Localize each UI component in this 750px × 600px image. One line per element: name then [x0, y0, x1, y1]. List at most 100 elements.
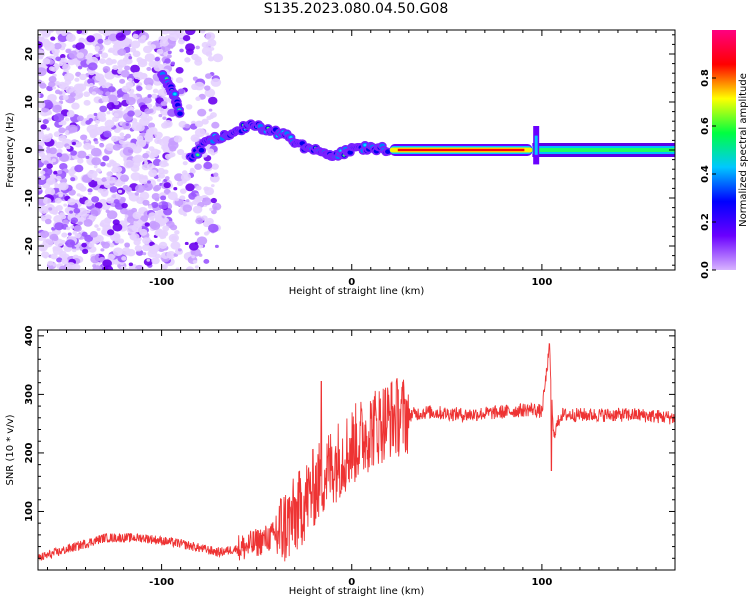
noise-blob	[132, 50, 141, 58]
noise-blob	[38, 101, 46, 109]
noise-blob	[101, 241, 110, 249]
noise-blob	[56, 148, 63, 154]
noise-blob	[142, 199, 150, 206]
noise-blob	[98, 50, 103, 55]
noise-blob	[75, 247, 80, 251]
noise-blob	[176, 180, 184, 187]
noise-blob	[180, 172, 192, 182]
noise-blob	[151, 192, 161, 201]
noise-blob	[158, 202, 163, 206]
noise-blob	[201, 41, 209, 49]
noise-blob	[152, 152, 159, 158]
noise-blob	[95, 168, 102, 173]
noise-blob	[125, 81, 134, 89]
noise-blob	[105, 143, 115, 151]
noise-blob	[46, 127, 51, 131]
noise-blob	[106, 162, 111, 167]
noise-blob	[142, 237, 151, 245]
noise-blob	[54, 104, 62, 110]
noise-blob	[177, 38, 185, 45]
noise-blob	[59, 57, 68, 65]
noise-blob	[84, 234, 94, 243]
noise-blob	[111, 68, 120, 75]
noise-blob	[38, 117, 42, 124]
noise-blob	[122, 30, 132, 36]
noise-blob	[160, 100, 168, 107]
noise-blob	[79, 194, 84, 198]
noise-blob	[83, 99, 91, 106]
arc-core	[177, 111, 183, 116]
noise-blob	[196, 236, 208, 246]
noise-blob	[132, 211, 142, 220]
noise-blob	[55, 204, 63, 212]
noise-blob	[193, 137, 199, 141]
noise-blob	[43, 197, 52, 205]
noise-blob	[207, 39, 217, 47]
noise-blob	[105, 176, 111, 180]
noise-blob	[140, 197, 145, 201]
noise-blob	[71, 141, 77, 146]
noise-blob	[120, 135, 125, 140]
noise-blob	[207, 56, 215, 62]
noise-blob	[126, 186, 132, 192]
noise-blob	[158, 241, 168, 249]
snr-y-tick-label: 300	[24, 384, 35, 405]
noise-blob	[134, 245, 143, 252]
noise-blob	[44, 41, 55, 51]
noise-blob	[61, 258, 69, 265]
noise-blob	[185, 104, 193, 110]
noise-blob	[86, 35, 95, 43]
noise-blob	[78, 37, 86, 44]
noise-blob	[112, 223, 123, 232]
noise-blob	[47, 94, 57, 103]
noise-blob	[151, 257, 160, 265]
noise-blob	[146, 258, 151, 262]
noise-blob	[122, 57, 129, 62]
noise-blob	[153, 63, 164, 72]
noise-blob	[107, 86, 116, 93]
noise-blob	[123, 159, 135, 169]
noise-blob	[126, 216, 135, 223]
noise-blob	[59, 177, 68, 184]
noise-blob	[177, 88, 185, 95]
noise-blob	[97, 38, 104, 44]
noise-blob	[95, 73, 105, 82]
noise-blob	[38, 93, 41, 98]
noise-blob	[154, 229, 164, 237]
noise-blob	[53, 131, 61, 138]
noise-blob	[184, 123, 191, 129]
noise-blob	[130, 172, 142, 181]
noise-blob	[192, 76, 198, 81]
noise-blob	[81, 231, 88, 237]
noise-blob	[207, 148, 215, 154]
noise-blob	[124, 214, 129, 218]
noise-blob	[79, 221, 83, 225]
ridge-core	[385, 149, 391, 154]
noise-blob	[122, 146, 134, 156]
noise-blob	[103, 130, 112, 138]
noise-blob	[109, 242, 115, 248]
noise-blob	[67, 232, 72, 236]
noise-blob	[134, 184, 146, 193]
noise-blob	[115, 135, 122, 141]
noise-blob	[99, 58, 106, 64]
noise-blob	[124, 65, 131, 71]
noise-blob	[107, 49, 112, 53]
noise-blob	[48, 207, 53, 211]
noise-blob	[134, 264, 144, 270]
noise-blob	[107, 229, 115, 236]
noise-blob	[158, 113, 163, 118]
noise-blob	[77, 158, 84, 164]
noise-blob	[69, 210, 74, 214]
noise-blob	[128, 56, 133, 60]
noise-blob	[195, 45, 200, 50]
ridge-core	[198, 148, 205, 153]
noise-blob	[182, 161, 188, 166]
noise-blob	[40, 230, 50, 238]
noise-blob	[205, 51, 213, 57]
noise-blob	[111, 166, 119, 174]
noise-blob	[63, 72, 75, 82]
noise-blob	[84, 199, 93, 207]
noise-blob	[95, 253, 100, 257]
spec-y-tick-label: 10	[24, 95, 35, 109]
